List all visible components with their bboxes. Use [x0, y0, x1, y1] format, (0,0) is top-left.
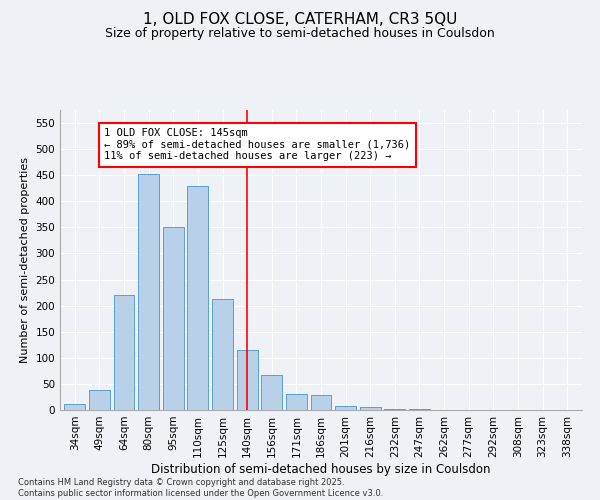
Text: Contains HM Land Registry data © Crown copyright and database right 2025.
Contai: Contains HM Land Registry data © Crown c… [18, 478, 383, 498]
Y-axis label: Number of semi-detached properties: Number of semi-detached properties [20, 157, 30, 363]
Bar [64, 404, 85, 410]
X-axis label: Distribution of semi-detached houses by size in Coulsdon: Distribution of semi-detached houses by … [151, 462, 491, 475]
Bar [261, 374, 282, 410]
Bar [286, 394, 307, 410]
Bar [212, 299, 233, 410]
Bar [360, 407, 381, 410]
Text: 1 OLD FOX CLOSE: 145sqm
← 89% of semi-detached houses are smaller (1,736)
11% of: 1 OLD FOX CLOSE: 145sqm ← 89% of semi-de… [104, 128, 410, 162]
Bar [138, 174, 159, 410]
Bar [113, 295, 134, 410]
Text: Size of property relative to semi-detached houses in Coulsdon: Size of property relative to semi-detach… [105, 28, 495, 40]
Bar [335, 406, 356, 410]
Bar [163, 227, 184, 410]
Bar [89, 390, 110, 410]
Text: 1, OLD FOX CLOSE, CATERHAM, CR3 5QU: 1, OLD FOX CLOSE, CATERHAM, CR3 5QU [143, 12, 457, 28]
Bar [236, 350, 257, 410]
Bar [187, 186, 208, 410]
Bar [311, 395, 331, 410]
